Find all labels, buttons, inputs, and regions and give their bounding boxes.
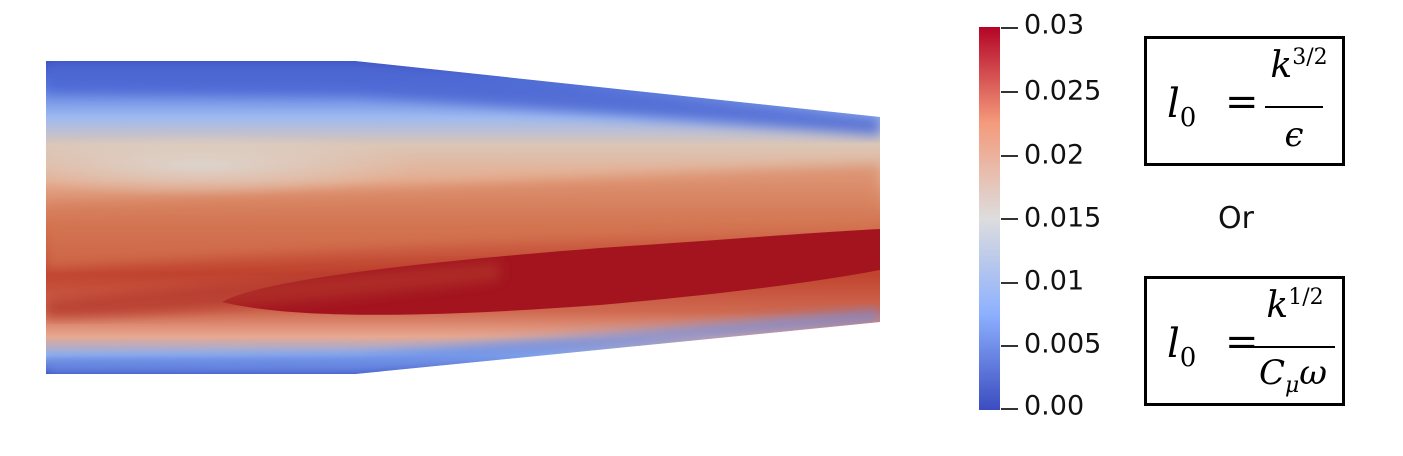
fraction-bar [1265, 106, 1323, 108]
fraction-numerator: k3/2 [1270, 45, 1328, 86]
colorbar-tick-mark [1001, 282, 1018, 284]
fraction-denominator: Cμω [1258, 353, 1328, 398]
colorbar-tick-label: 0.02 [1024, 139, 1085, 171]
equation-box-epsilon: l0 = k3/2 ϵ [1144, 36, 1345, 166]
colorbar-tick-mark [1001, 218, 1018, 220]
colorbar [979, 27, 1000, 410]
colorbar-tick-label: 0.005 [1024, 328, 1102, 360]
colorbar-tick-mark [1001, 345, 1018, 347]
colorbar-tick-mark [1001, 155, 1018, 157]
or-label: Or [1218, 201, 1254, 236]
colorbar-tick-label: 0.01 [1024, 265, 1085, 297]
colorbar-tick-mark [1001, 408, 1018, 410]
colorbar-tick-label: 0.015 [1024, 202, 1102, 234]
fraction-bar [1251, 346, 1335, 348]
equation-lhs: l0 [1167, 321, 1197, 373]
turbulent-length-scale-contour-plot [46, 61, 880, 374]
fraction-numerator: k1/2 [1266, 285, 1324, 326]
colorbar-tick-label: 0.03 [1024, 9, 1085, 41]
equals-sign: = [1225, 319, 1259, 365]
colorbar-tick-label: 0.00 [1024, 390, 1085, 422]
colorbar-tick-label: 0.025 [1024, 75, 1102, 107]
equation-lhs: l0 [1167, 81, 1197, 133]
fraction-denominator: ϵ [1284, 115, 1304, 155]
equals-sign: = [1225, 79, 1259, 125]
colorbar-tick-mark [1001, 91, 1018, 93]
colorbar-tick-mark [1001, 27, 1018, 29]
equation-box-omega: l0 = k1/2 Cμω [1144, 276, 1345, 406]
